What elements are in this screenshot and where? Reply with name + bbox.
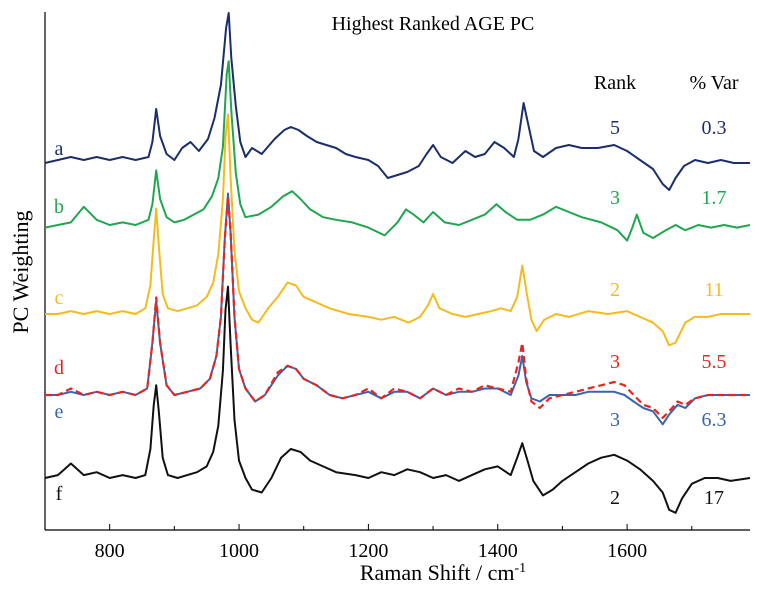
x-ticks (109, 524, 693, 530)
series-label-b: b (54, 196, 64, 218)
series-label-d: d (54, 357, 64, 379)
series-labels: a b c de f (54, 138, 64, 505)
var-value-b: 1.7 (702, 187, 727, 209)
series-line-f (44, 285, 751, 514)
x-tick-label-800: 800 (95, 540, 125, 562)
series-label-f: f (56, 483, 63, 505)
chart-title: Highest Ranked AGE PC (332, 13, 535, 35)
x-tick-label-1200: 1200 (348, 540, 388, 562)
y-axis-label-text: PC Weighting (8, 210, 33, 333)
var-value-c: 11 (704, 279, 723, 301)
x-axis-label-text: Raman Shift / cm (360, 560, 515, 585)
rank-value-c: 2 (610, 279, 620, 301)
rank-value-b: 3 (610, 187, 620, 209)
rank-column: 5 3 2 3 3 2 (610, 117, 620, 509)
rank-header: Rank (594, 72, 636, 94)
x-axis-label-sup: -1 (514, 561, 526, 576)
series-label-a: a (55, 138, 64, 160)
series-line-d (45, 195, 750, 419)
series-layer (44, 12, 751, 514)
x-tick-label-1400: 1400 (478, 540, 518, 562)
series-label-c: c (55, 287, 64, 309)
var-value-d: 5.5 (702, 351, 727, 373)
y-axis-label: PC Weighting (8, 210, 33, 333)
x-axis-label: Raman Shift / cm-1 (360, 560, 526, 585)
series-line-b (44, 60, 751, 242)
var-header: % Var (689, 72, 738, 94)
series-line-e (45, 192, 750, 426)
x-tick-label-1000: 1000 (219, 540, 259, 562)
var-value-f: 17 (704, 487, 724, 509)
rank-value-a: 5 (610, 117, 620, 139)
var-value-a: 0.3 (702, 117, 727, 139)
x-tick-label-1600: 1600 (607, 540, 647, 562)
axes (44, 12, 750, 531)
var-column: 0.3 1.7 11 5.5 6.3 17 (702, 117, 727, 509)
rank-value-f: 2 (610, 487, 620, 509)
rank-value-e: 3 (610, 409, 620, 431)
rank-value-d: 3 (610, 351, 620, 373)
x-tick-labels: 800 1000 1200 1400 1600 (95, 540, 647, 562)
var-value-e: 6.3 (702, 409, 727, 431)
series-line-a (44, 12, 750, 191)
series-line-c (45, 113, 750, 347)
series-label-e: e (55, 401, 64, 423)
